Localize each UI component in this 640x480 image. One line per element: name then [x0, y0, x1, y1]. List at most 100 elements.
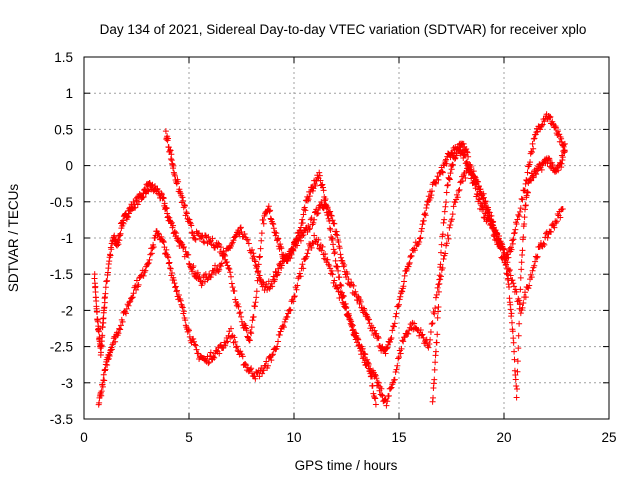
data-point	[350, 282, 357, 289]
data-point	[434, 284, 441, 291]
data-point	[165, 213, 171, 220]
data-point	[556, 131, 563, 138]
data-point	[514, 216, 521, 223]
data-point	[394, 362, 401, 369]
data-point	[125, 213, 132, 220]
data-point	[220, 248, 227, 255]
data-point	[175, 292, 182, 299]
data-point	[213, 347, 220, 354]
data-point	[519, 304, 526, 311]
data-point	[443, 160, 450, 167]
data-point	[449, 211, 456, 218]
data-point	[292, 241, 299, 248]
data-point	[378, 385, 385, 392]
data-point	[296, 232, 303, 239]
data-point	[340, 292, 347, 299]
data-point	[237, 225, 244, 232]
data-point	[141, 269, 148, 276]
data-point	[505, 275, 512, 282]
data-point	[216, 350, 223, 357]
data-point	[239, 353, 246, 360]
data-point	[206, 271, 213, 278]
data-point	[175, 235, 182, 242]
data-point	[436, 272, 443, 279]
data-point	[293, 236, 300, 243]
data-point	[325, 212, 332, 219]
data-point	[452, 199, 459, 206]
data-point	[310, 219, 317, 226]
data-point	[265, 203, 272, 210]
data-point	[289, 247, 296, 254]
data-point	[299, 216, 306, 223]
data-point	[423, 201, 430, 208]
data-point	[266, 208, 273, 215]
data-point	[418, 225, 425, 232]
data-point	[335, 267, 342, 274]
data-point	[428, 188, 435, 195]
data-point	[170, 162, 177, 169]
data-point	[384, 398, 391, 405]
data-point	[390, 323, 397, 330]
data-point	[427, 328, 434, 335]
data-point	[506, 267, 513, 274]
data-point	[179, 194, 186, 201]
data-point	[367, 366, 374, 373]
data-point	[443, 199, 450, 206]
data-point	[180, 197, 187, 204]
data-point	[191, 232, 198, 239]
data-point	[442, 250, 449, 257]
data-point	[442, 158, 449, 165]
data-point	[553, 124, 560, 131]
data-point	[306, 193, 313, 200]
data-point	[91, 271, 98, 278]
data-point	[280, 322, 287, 329]
data-point	[537, 126, 544, 133]
data-point	[514, 358, 521, 365]
data-point	[252, 299, 259, 306]
data-point	[253, 288, 260, 295]
data-point	[389, 327, 396, 334]
data-point	[361, 307, 368, 314]
data-point	[509, 328, 516, 335]
data-point	[399, 288, 406, 295]
data-point	[284, 313, 291, 320]
data-point	[258, 237, 265, 244]
data-point	[533, 129, 540, 136]
y-tick-label: -3	[61, 376, 73, 391]
points-layer	[91, 111, 568, 409]
data-point	[517, 274, 524, 281]
data-point	[95, 328, 102, 335]
data-point	[247, 366, 254, 373]
data-point	[269, 220, 276, 227]
data-point	[167, 147, 174, 154]
data-point	[432, 348, 439, 355]
data-point	[528, 177, 535, 184]
data-point	[241, 321, 248, 328]
data-point	[210, 354, 217, 361]
data-point	[252, 258, 259, 265]
data-point	[335, 238, 342, 245]
data-point	[112, 338, 119, 345]
data-point	[321, 197, 328, 204]
data-point	[397, 350, 404, 357]
data-point	[362, 310, 369, 317]
data-point	[347, 316, 354, 323]
data-point	[331, 277, 338, 284]
data-point	[108, 246, 115, 253]
data-point	[411, 247, 418, 254]
data-point	[398, 287, 405, 294]
data-point	[96, 399, 103, 406]
data-point	[445, 235, 452, 242]
data-point	[248, 330, 255, 337]
data-point	[178, 301, 185, 308]
data-point	[417, 234, 424, 241]
data-point	[145, 260, 152, 267]
data-point	[230, 237, 237, 244]
data-point	[305, 246, 312, 253]
data-point	[513, 288, 520, 295]
data-point	[180, 308, 187, 315]
data-point	[215, 268, 222, 275]
data-point	[546, 163, 553, 170]
data-point	[237, 309, 244, 316]
data-point	[509, 240, 516, 247]
